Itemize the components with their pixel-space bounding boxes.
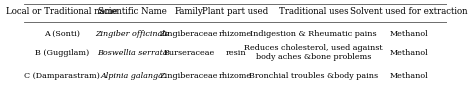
Text: Bronchial troubles &body pains: Bronchial troubles &body pains xyxy=(249,72,378,80)
Text: Zingiberaceae: Zingiberaceae xyxy=(160,72,219,80)
Text: Methanol: Methanol xyxy=(390,48,428,56)
Text: Local or Traditional name: Local or Traditional name xyxy=(6,7,118,16)
Text: Boswellia serrata: Boswellia serrata xyxy=(97,48,167,56)
Text: C (Damparastram): C (Damparastram) xyxy=(24,72,100,80)
Text: Family: Family xyxy=(175,7,203,16)
Text: Plant part used: Plant part used xyxy=(202,7,269,16)
Text: Traditional uses: Traditional uses xyxy=(279,7,348,16)
Text: resin: resin xyxy=(225,48,246,56)
Text: Alpinia galanga: Alpinia galanga xyxy=(100,72,164,80)
Text: rhizome: rhizome xyxy=(219,72,252,80)
Text: Burseraceae: Burseraceae xyxy=(164,48,215,56)
Text: Zingiber officinale: Zingiber officinale xyxy=(95,30,169,38)
Text: Solvent used for extraction: Solvent used for extraction xyxy=(350,7,468,16)
Text: B (Guggilam): B (Guggilam) xyxy=(35,48,90,56)
Text: rhizome: rhizome xyxy=(219,30,252,38)
Text: Zingiberaceae: Zingiberaceae xyxy=(160,30,219,38)
Text: Reduces cholesterol, used against
body aches &bone problems: Reduces cholesterol, used against body a… xyxy=(245,44,383,61)
Text: Methanol: Methanol xyxy=(390,72,428,80)
Text: Scientific Name: Scientific Name xyxy=(98,7,166,16)
Text: Methanol: Methanol xyxy=(390,30,428,38)
Text: A (Sonti): A (Sonti) xyxy=(44,30,80,38)
Text: Indigestion & Rheumatic pains: Indigestion & Rheumatic pains xyxy=(250,30,377,38)
